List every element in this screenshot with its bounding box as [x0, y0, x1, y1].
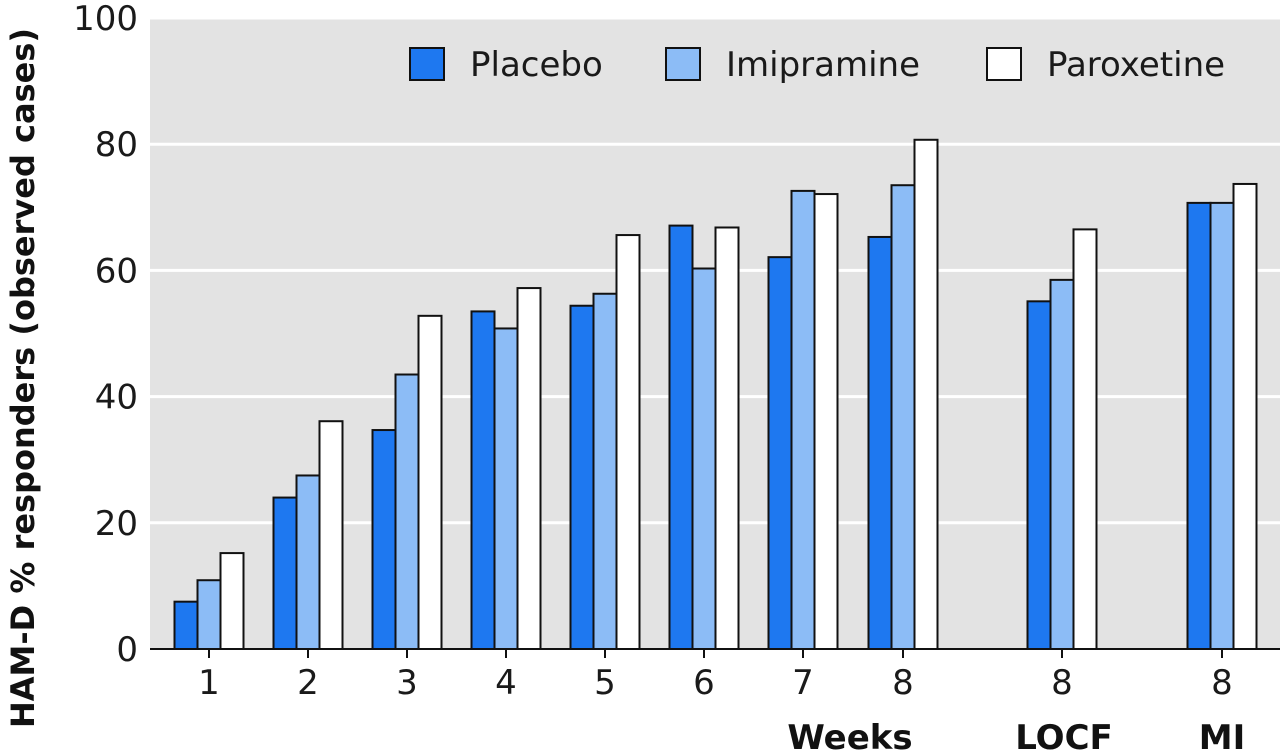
bar-placebo [470, 310, 496, 650]
bar-placebo [668, 224, 694, 650]
y-tick-label: 0 [116, 630, 138, 670]
bar-imipramine [1049, 278, 1075, 650]
bar-imipramine [890, 184, 916, 650]
legend-swatch [665, 47, 701, 81]
legend-swatch [986, 47, 1022, 81]
bar-placebo [767, 256, 793, 650]
bar-paroxetine [417, 314, 443, 650]
bar-paroxetine [615, 234, 641, 650]
x-group-label: MI [1199, 718, 1245, 751]
y-tick-label: 100 [73, 0, 138, 39]
y-tick-label: 80 [95, 125, 138, 165]
y-tick-label: 60 [95, 251, 138, 291]
bar-paroxetine [1072, 228, 1098, 650]
bar-placebo [272, 496, 298, 650]
legend-label: Placebo [470, 45, 603, 85]
x-group-label: Weeks [787, 718, 912, 751]
x-tick-label: 1 [198, 663, 220, 703]
x-tick-label: 8 [892, 663, 914, 703]
y-tick-labels: 0 20 40 60 80 100 [73, 0, 138, 670]
bar-placebo [867, 235, 893, 650]
bar-paroxetine [318, 420, 344, 651]
bar-placebo [1026, 300, 1052, 650]
x-tick-label: 7 [792, 663, 814, 703]
legend-label: Paroxetine [1047, 45, 1225, 85]
legend: Placebo Imipramine Paroxetine [409, 45, 1225, 85]
bar-paroxetine [714, 226, 740, 650]
bar-placebo [569, 304, 595, 650]
bar-imipramine [592, 292, 618, 650]
x-tick-label: 8 [1051, 663, 1073, 703]
bar-paroxetine [813, 193, 839, 650]
bar-paroxetine [1232, 182, 1258, 650]
x-group-labels: Weeks LOCF MI [787, 718, 1245, 751]
y-tick-label: 20 [95, 504, 138, 544]
y-tick-label: 40 [95, 378, 138, 418]
bar-placebo [371, 429, 397, 650]
x-tick-label: 8 [1211, 663, 1233, 703]
x-tick-marks [208, 649, 1223, 658]
legend-swatch [409, 47, 445, 81]
y-axis-label: HAM-D % responders (observed cases) [4, 28, 42, 728]
x-tick-label: 3 [396, 663, 418, 703]
bar-imipramine [394, 373, 420, 650]
bar-imipramine [691, 267, 717, 650]
bar-imipramine [493, 327, 519, 650]
bar-imipramine [1209, 201, 1235, 650]
bar-placebo [173, 600, 199, 650]
bar-imipramine [295, 474, 321, 650]
bar-paroxetine [219, 552, 245, 651]
bar-imipramine [790, 189, 816, 650]
x-tick-labels: 1 2 3 4 5 6 7 8 8 8 [198, 663, 1233, 703]
bar-paroxetine [913, 138, 939, 651]
x-tick-label: 4 [495, 663, 517, 703]
bar-placebo [1186, 201, 1212, 650]
x-tick-label: 5 [594, 663, 616, 703]
x-tick-label: 6 [693, 663, 715, 703]
x-group-label: LOCF [1015, 718, 1113, 751]
x-tick-label: 2 [297, 663, 319, 703]
bar-paroxetine [516, 287, 542, 650]
bar-imipramine [196, 579, 222, 651]
legend-label: Imipramine [726, 45, 920, 85]
